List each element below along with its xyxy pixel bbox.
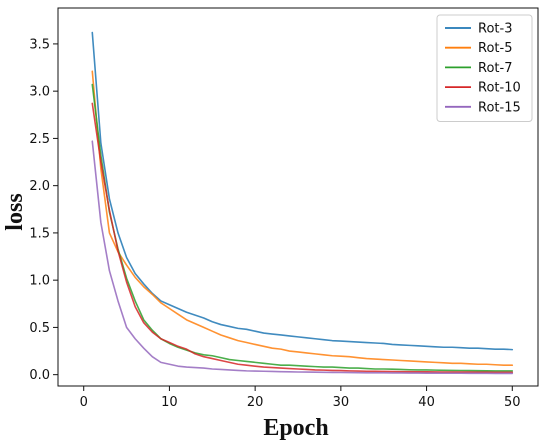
legend-label: Rot-7 [478, 61, 512, 76]
x-tick-label: 0 [80, 395, 88, 410]
series-layer [91, 31, 514, 375]
y-tick-label: 2.0 [29, 179, 50, 194]
series-line-rot-10 [91, 102, 514, 374]
y-tick-label: 0.5 [29, 321, 50, 336]
legend-label: Rot-5 [478, 41, 512, 56]
legend: Rot-3 Rot-5 Rot-7 Rot-10 Rot-15 [436, 14, 533, 122]
x-axis-title: Epoch [263, 415, 328, 441]
y-tick-label: 2.5 [29, 132, 50, 147]
series-line-rot-15 [91, 140, 514, 375]
y-axis-ticks: 0.0 0.5 1.0 1.5 2.0 2.5 3.0 3.5 [29, 37, 58, 383]
y-tick-label: 3.5 [29, 37, 50, 52]
x-tick-label: 50 [504, 395, 521, 410]
y-tick-label: 3.0 [29, 85, 50, 100]
legend-label: Rot-10 [478, 81, 521, 96]
x-tick-label: 20 [247, 395, 264, 410]
x-tick-label: 10 [161, 395, 178, 410]
y-tick-label: 1.0 [29, 274, 50, 289]
legend-box [436, 14, 533, 122]
series-line-rot-3 [91, 31, 514, 351]
y-tick-label: 1.5 [29, 226, 50, 241]
y-tick-label: 0.0 [29, 368, 50, 383]
x-tick-label: 40 [418, 395, 435, 410]
y-axis-title: loss [2, 193, 28, 230]
legend-label: Rot-3 [478, 22, 512, 37]
legend-label: Rot-15 [478, 100, 521, 115]
x-tick-label: 30 [333, 395, 350, 410]
series-line-rot-5 [91, 70, 514, 367]
x-axis-ticks: 0 10 20 30 40 50 [80, 386, 521, 410]
